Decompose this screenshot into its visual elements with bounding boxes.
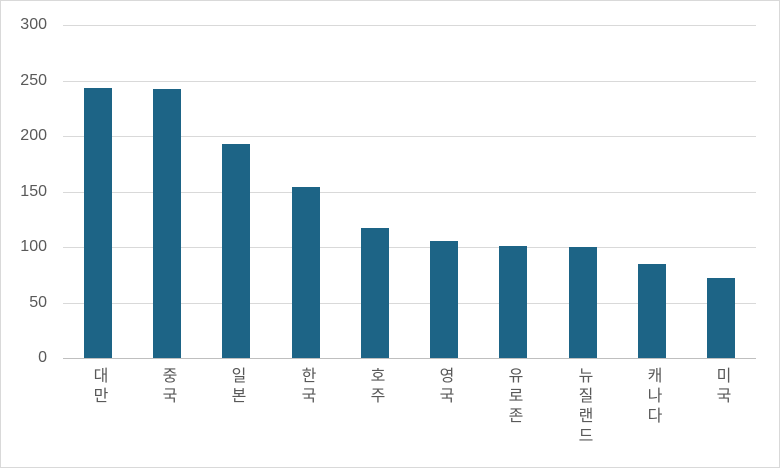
y-axis-tick-label: 0: [38, 349, 47, 366]
bar-뉴질랜드: [569, 247, 597, 358]
y-axis-tick-label: 200: [20, 127, 47, 144]
x-axis-category-label: 미국: [713, 367, 730, 407]
bar-한국: [292, 187, 320, 358]
x-axis-category-label: 영국: [436, 367, 453, 407]
x-axis-category-label: 대만: [90, 367, 107, 407]
x-axis-category-label: 중국: [159, 367, 176, 407]
y-gridline: [63, 25, 756, 26]
y-gridline: [63, 81, 756, 82]
x-axis-category-label: 캐나다: [644, 367, 661, 427]
x-axis-category-label: 뉴질랜드: [575, 367, 592, 447]
bar-일본: [222, 144, 250, 358]
x-axis-category-label: 호주: [367, 367, 384, 407]
bar-중국: [153, 89, 181, 358]
bar-호주: [361, 228, 389, 358]
x-axis-category-label: 한국: [298, 367, 315, 407]
x-axis-category-label: 일본: [228, 367, 245, 407]
bar-캐나다: [638, 264, 666, 358]
y-axis-tick-label: 100: [20, 238, 47, 255]
bar-유로존: [499, 246, 527, 358]
y-axis-tick-label: 300: [20, 16, 47, 33]
y-axis-tick-label: 50: [29, 294, 47, 311]
x-axis-category-label: 유로존: [505, 367, 522, 427]
bar-미국: [707, 278, 735, 358]
x-axis-line: [63, 358, 756, 359]
y-axis-tick-label: 150: [20, 183, 47, 200]
bar-대만: [84, 88, 112, 358]
y-axis-tick-label: 250: [20, 72, 47, 89]
bar-영국: [430, 241, 458, 358]
